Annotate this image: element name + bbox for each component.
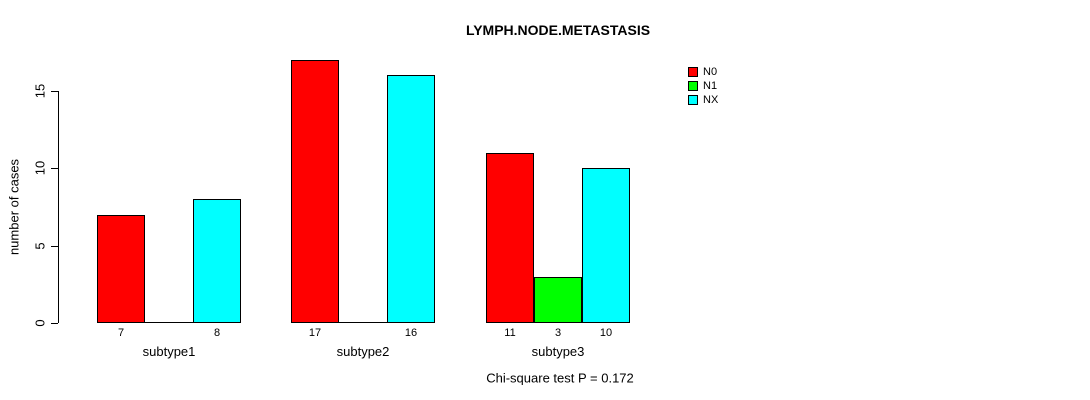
y-axis-line [58, 91, 59, 323]
legend-label: NX [703, 94, 719, 106]
zero-height-bar-n1-subtype2 [339, 322, 387, 323]
legend: N0 N1 NX [688, 65, 718, 107]
bar-value-label: 3 [554, 327, 562, 339]
legend-label: N0 [703, 66, 718, 78]
y-tick-label: 0 [32, 319, 48, 327]
legend-item-n1: N1 [688, 79, 718, 93]
y-tick-mark [51, 91, 58, 92]
legend-item-n0: N0 [688, 65, 718, 79]
legend-swatch-n0 [688, 67, 698, 77]
y-tick-label: 10 [32, 160, 48, 176]
y-axis-label: number of cases [6, 158, 22, 256]
bar-n1-subtype3 [534, 277, 582, 323]
bar-value-label: 11 [504, 327, 516, 339]
y-tick-label: 5 [32, 242, 48, 250]
bar-n0-subtype1 [97, 215, 145, 323]
bar-value-label: 17 [308, 327, 322, 339]
zero-height-bar-n1-subtype1 [145, 322, 193, 323]
bar-value-label: 7 [117, 327, 125, 339]
bar-value-label: 10 [599, 327, 613, 339]
legend-label: N1 [703, 80, 718, 92]
chart-title: LYMPH.NODE.METASTASIS [465, 22, 651, 38]
chi-square-annotation: Chi-square test P = 0.172 [486, 370, 634, 386]
bar-nx-subtype3 [582, 168, 630, 323]
bar-value-label: 8 [213, 327, 221, 339]
bar-value-label: 16 [404, 327, 418, 339]
bar-nx-subtype2 [387, 75, 435, 323]
legend-item-nx: NX [688, 93, 718, 107]
x-category-label: subtype2 [336, 344, 390, 359]
bar-nx-subtype1 [193, 199, 241, 323]
bar-n0-subtype2 [291, 60, 339, 323]
bar-n0-subtype3 [486, 153, 534, 323]
x-category-label: subtype3 [531, 344, 585, 359]
y-tick-label: 15 [32, 83, 48, 99]
y-tick-mark [51, 323, 58, 324]
y-tick-mark [51, 168, 58, 169]
y-tick-mark [51, 246, 58, 247]
legend-swatch-n1 [688, 81, 698, 91]
legend-swatch-nx [688, 95, 698, 105]
x-category-label: subtype1 [142, 344, 196, 359]
